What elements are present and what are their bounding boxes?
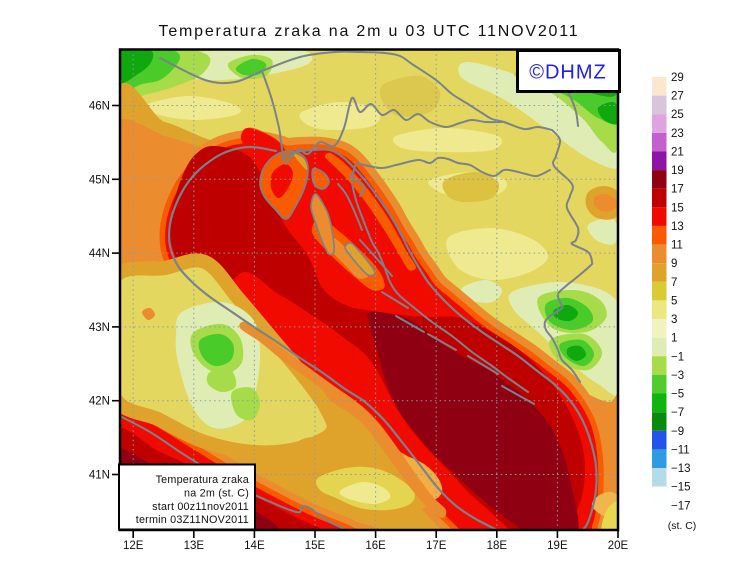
svg-text:13: 13 — [671, 221, 684, 233]
svg-text:18E: 18E — [487, 540, 508, 552]
svg-text:13E: 13E — [184, 540, 205, 552]
svg-text:Temperatura zraka na 2m u 03 U: Temperatura zraka na 2m u 03 UTC 11NOV20… — [159, 23, 580, 40]
svg-text:15: 15 — [671, 202, 684, 214]
svg-text:19: 19 — [671, 165, 684, 177]
svg-text:−3: −3 — [671, 370, 684, 382]
svg-text:7: 7 — [671, 277, 677, 289]
svg-text:23: 23 — [671, 128, 684, 140]
svg-text:(st. C): (st. C) — [668, 520, 697, 532]
svg-text:21: 21 — [671, 147, 684, 159]
svg-text:12E: 12E — [123, 540, 144, 552]
svg-text:−9: −9 — [671, 426, 684, 438]
svg-text:19E: 19E — [547, 540, 568, 552]
svg-text:15E: 15E — [305, 540, 326, 552]
svg-text:−7: −7 — [671, 407, 684, 419]
svg-text:17E: 17E — [426, 540, 447, 552]
svg-text:41N: 41N — [89, 470, 110, 482]
svg-text:25: 25 — [671, 109, 684, 121]
svg-text:−15: −15 — [671, 482, 691, 494]
svg-text:termin 03Z11NOV2011: termin 03Z11NOV2011 — [136, 514, 249, 526]
svg-text:45N: 45N — [89, 174, 110, 186]
svg-text:start 00z11nov2011: start 00z11nov2011 — [152, 501, 249, 513]
svg-text:−11: −11 — [671, 444, 690, 456]
svg-text:16E: 16E — [365, 540, 386, 552]
svg-text:3: 3 — [671, 314, 677, 326]
svg-text:11: 11 — [671, 240, 683, 252]
svg-text:29: 29 — [671, 72, 684, 84]
svg-text:14E: 14E — [244, 540, 265, 552]
svg-text:1: 1 — [671, 333, 677, 345]
svg-text:−17: −17 — [671, 500, 691, 512]
svg-text:−13: −13 — [671, 463, 691, 475]
svg-text:©DHMZ: ©DHMZ — [529, 62, 607, 84]
svg-text:−1: −1 — [671, 351, 684, 363]
svg-text:44N: 44N — [89, 248, 110, 260]
svg-text:42N: 42N — [89, 396, 110, 408]
svg-text:9: 9 — [671, 258, 677, 270]
svg-text:20E: 20E — [608, 540, 629, 552]
svg-text:43N: 43N — [89, 322, 110, 334]
svg-text:Temperatura zraka: Temperatura zraka — [156, 474, 249, 486]
svg-text:5: 5 — [671, 295, 677, 307]
svg-text:27: 27 — [671, 91, 684, 103]
svg-text:−5: −5 — [671, 389, 684, 401]
svg-text:46N: 46N — [89, 101, 110, 113]
svg-text:17: 17 — [671, 184, 684, 196]
svg-text:na 2m (st. C): na 2m (st. C) — [184, 487, 249, 499]
